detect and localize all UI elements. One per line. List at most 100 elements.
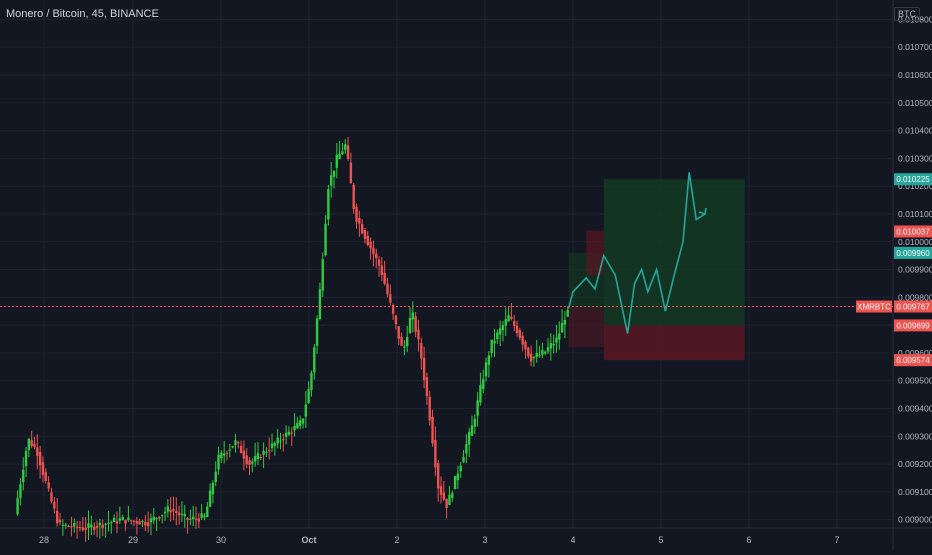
candle-body [332, 170, 336, 177]
candle-body [304, 404, 308, 417]
candle-body [84, 527, 87, 530]
candle-body [504, 319, 507, 326]
y-tick-label: 0.009400 [898, 404, 932, 414]
candle-body [465, 444, 468, 454]
y-tick-label: 0.009500 [898, 376, 932, 386]
candle-body [92, 526, 96, 530]
candle-body [55, 510, 59, 524]
y-axis-unit-label[interactable]: BTC [894, 7, 920, 21]
y-tick-label: 0.010800 [898, 14, 932, 24]
x-tick-label: 29 [128, 535, 138, 545]
y-tick-label: 0.010100 [898, 209, 932, 219]
price-tag-6 [894, 354, 932, 367]
candle-body [349, 162, 353, 184]
candle-body [391, 304, 395, 314]
candle-body [175, 510, 178, 514]
y-tick-label: 0.009900 [898, 265, 932, 275]
candle-body [422, 357, 426, 381]
candle-body [360, 223, 364, 234]
candle-body [284, 432, 288, 437]
x-tick-label: 3 [482, 535, 487, 545]
candle-body [467, 431, 471, 445]
y-tick-label: 0.010600 [898, 70, 932, 80]
candle-body [335, 154, 339, 168]
y-tick-label: 0.010400 [898, 126, 932, 136]
candle-body [180, 513, 184, 515]
y-tick-label: 0.009200 [898, 459, 932, 469]
candle-body [155, 518, 158, 520]
candle-body [425, 377, 429, 397]
candle-body [369, 241, 372, 249]
candle-body [194, 518, 198, 520]
candle-body [462, 456, 465, 463]
candle-body [262, 450, 265, 455]
candle-body [279, 440, 282, 442]
candle-body [414, 316, 417, 332]
candle-body [287, 431, 291, 435]
candle-body [487, 355, 491, 365]
candle-body [259, 456, 262, 459]
candle-body [397, 326, 400, 339]
price-tag-1 [894, 225, 932, 238]
candle-body [90, 524, 93, 528]
candle-body [234, 440, 237, 445]
candle-body [434, 440, 437, 468]
candle-body [30, 440, 33, 446]
projection-path [567, 172, 706, 334]
candle-body [141, 520, 144, 522]
candle-body [214, 471, 217, 482]
candle-body [81, 527, 85, 530]
candle-body [121, 517, 124, 520]
candle-body [484, 362, 488, 377]
candle-body [127, 517, 130, 521]
candle-body [225, 452, 229, 454]
candle-body [222, 453, 226, 456]
candle-body [211, 482, 215, 495]
x-tick-label: 4 [570, 535, 575, 545]
candle-body [538, 354, 541, 356]
candle-body [231, 446, 234, 448]
candle-body [476, 400, 479, 416]
candle-body [203, 515, 206, 518]
x-tick-label: 2 [394, 535, 399, 545]
candle-body [101, 524, 104, 529]
candle-body [166, 506, 170, 512]
y-tick-label: 0.010000 [898, 237, 932, 247]
y-tick-label: 0.009300 [898, 431, 932, 441]
y-tick-label: 0.010200 [898, 181, 932, 191]
candle-body [473, 418, 476, 427]
candle-body [344, 144, 347, 150]
candle-body [377, 259, 381, 266]
candle-body [411, 312, 415, 320]
candle-body [282, 439, 285, 441]
x-tick-label: Oct [301, 535, 316, 545]
candle-body [172, 509, 175, 511]
candle-body [149, 518, 153, 523]
candle-body [541, 350, 544, 355]
candle-body [208, 490, 212, 507]
candle-body [448, 494, 451, 505]
candle-body [152, 516, 155, 521]
candle-body [104, 523, 107, 525]
stop-zone [603, 325, 745, 361]
candle-body [436, 463, 440, 489]
candle-body [442, 492, 446, 500]
candle-body [445, 498, 448, 509]
candle-body [146, 522, 150, 527]
candle-body [177, 512, 181, 516]
candle-body [107, 523, 110, 525]
candle-body [70, 526, 73, 528]
price-tag-label: 0.009699 [896, 321, 930, 330]
candle-body [380, 265, 384, 275]
price-tag-4 [894, 300, 932, 313]
candle-body [251, 461, 254, 464]
chart-title: Monero / Bitcoin, 45, BINANCE [6, 8, 159, 20]
candle-body [501, 325, 505, 331]
candle-body [191, 516, 195, 520]
candle-body [130, 520, 133, 522]
candle-body [47, 482, 50, 489]
candle-body [200, 513, 203, 518]
candle-body [408, 317, 412, 333]
